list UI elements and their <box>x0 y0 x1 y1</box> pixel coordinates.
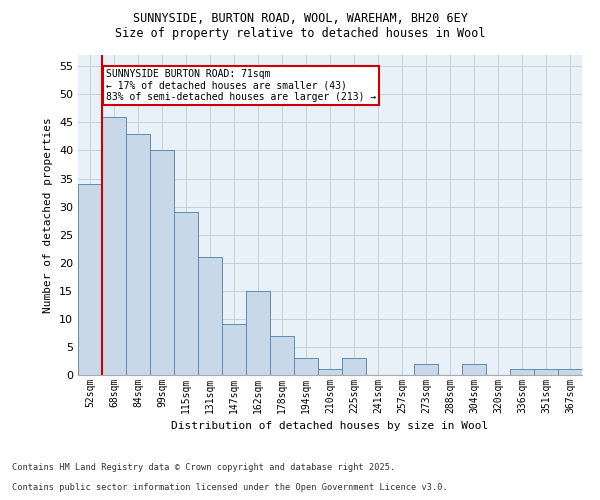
Bar <box>510 370 534 375</box>
Text: Contains HM Land Registry data © Crown copyright and database right 2025.: Contains HM Land Registry data © Crown c… <box>12 464 395 472</box>
X-axis label: Distribution of detached houses by size in Wool: Distribution of detached houses by size … <box>172 422 488 432</box>
Bar <box>534 370 558 375</box>
Text: Size of property relative to detached houses in Wool: Size of property relative to detached ho… <box>115 28 485 40</box>
Bar <box>462 364 486 375</box>
Bar <box>198 257 222 375</box>
Bar <box>270 336 294 375</box>
Text: SUNNYSIDE, BURTON ROAD, WOOL, WAREHAM, BH20 6EY: SUNNYSIDE, BURTON ROAD, WOOL, WAREHAM, B… <box>133 12 467 26</box>
Bar <box>174 212 198 375</box>
Bar <box>222 324 246 375</box>
Bar <box>150 150 174 375</box>
Bar <box>78 184 102 375</box>
Bar <box>414 364 438 375</box>
Y-axis label: Number of detached properties: Number of detached properties <box>43 117 53 313</box>
Bar <box>558 370 582 375</box>
Text: SUNNYSIDE BURTON ROAD: 71sqm
← 17% of detached houses are smaller (43)
83% of se: SUNNYSIDE BURTON ROAD: 71sqm ← 17% of de… <box>106 69 376 102</box>
Bar <box>318 370 342 375</box>
Bar <box>102 117 126 375</box>
Bar <box>126 134 150 375</box>
Bar <box>294 358 318 375</box>
Bar <box>342 358 366 375</box>
Text: Contains public sector information licensed under the Open Government Licence v3: Contains public sector information licen… <box>12 484 448 492</box>
Bar <box>246 291 270 375</box>
